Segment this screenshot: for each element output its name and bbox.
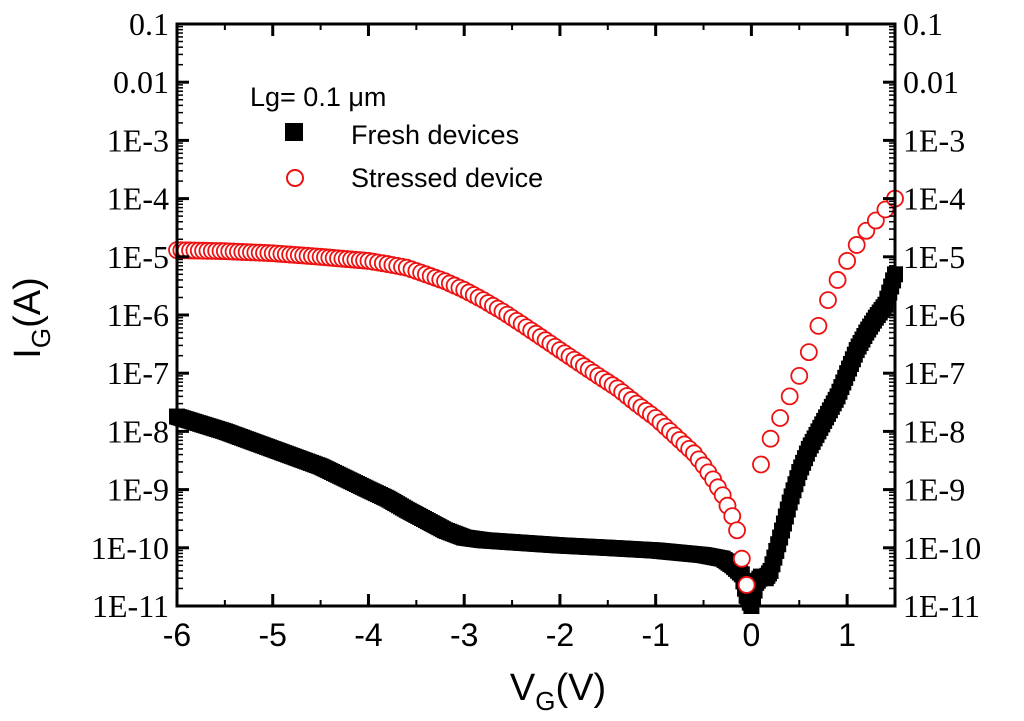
stressed-point xyxy=(790,366,809,385)
stressed-point xyxy=(737,576,756,594)
y-tick-label-left: 1E-4 xyxy=(107,181,169,217)
tick-labels-layer: -6 -5 -4 -3 -2 -1 0 1 0.1 0.1 0.01 0.01 1E-3 1E-3 1E-4… xyxy=(91,6,981,653)
x-axis-title-sub: G xyxy=(535,686,555,716)
x-tick-label: -3 xyxy=(450,617,478,653)
y-tick-label-right: 0.01 xyxy=(903,64,959,100)
y-tick-label-right: 1E-7 xyxy=(903,355,965,391)
legend-label-stressed: Stressed device xyxy=(351,163,543,193)
stressed-point xyxy=(847,236,866,254)
y-tick-label-right: 0.1 xyxy=(903,6,943,42)
series-layer xyxy=(168,189,904,614)
y-axis-title-main: I xyxy=(7,348,49,359)
stressed-point xyxy=(732,549,751,568)
series-fresh-devices xyxy=(169,266,903,614)
y-tick-label-left: 1E-7 xyxy=(107,355,169,391)
x-tick-label: -2 xyxy=(546,617,574,653)
y-tick-label-left: 1E-9 xyxy=(107,472,169,508)
stressed-point xyxy=(838,252,857,270)
y-axis-title-unit: (A) xyxy=(7,277,49,328)
legend-label-fresh: Fresh devices xyxy=(351,120,519,150)
x-tick-label: 0 xyxy=(743,617,761,653)
stressed-point xyxy=(819,291,837,310)
legend-title: Lg= 0.1 μm xyxy=(250,82,386,112)
stressed-point xyxy=(761,429,780,448)
y-tick-label-right: 1E-3 xyxy=(903,122,965,158)
y-tick-label-right: 1E-6 xyxy=(903,297,965,333)
stressed-point xyxy=(728,521,746,540)
series-stressed-device xyxy=(168,189,904,594)
y-tick-label-left: 0.01 xyxy=(113,64,169,100)
x-tick-label: -4 xyxy=(354,617,382,653)
stressed-point xyxy=(866,211,885,230)
y-tick-label-right: 1E-5 xyxy=(903,239,965,275)
legend-marker-stressed xyxy=(286,169,304,187)
x-axis-title: VG(V) xyxy=(510,667,606,716)
y-tick-label-right: 1E-10 xyxy=(903,530,981,566)
y-tick-label-right: 1E-9 xyxy=(903,472,965,508)
x-tick-label: 1 xyxy=(838,617,856,653)
stressed-point xyxy=(752,455,770,474)
y-axis-title: IG(A) xyxy=(7,277,56,358)
y-tick-label-right: 1E-8 xyxy=(903,413,965,449)
y-tick-label-left: 1E-6 xyxy=(107,297,169,333)
stressed-point xyxy=(771,409,790,427)
stressed-point xyxy=(799,343,818,362)
y-axis-title-sub: G xyxy=(26,328,56,348)
y-tick-label-left: 0.1 xyxy=(129,6,169,42)
y-tick-label-left: 1E-3 xyxy=(107,122,169,158)
legend: Lg= 0.1 μm Fresh devices Stressed device xyxy=(250,82,543,193)
x-axis-title-main: V xyxy=(510,667,536,709)
stressed-point xyxy=(809,316,828,335)
y-tick-label-right: 1E-11 xyxy=(903,588,980,624)
stressed-point xyxy=(828,271,847,289)
y-tick-label-right: 1E-4 xyxy=(903,181,965,217)
stressed-point xyxy=(780,387,799,406)
y-tick-label-left: 1E-5 xyxy=(107,239,169,275)
legend-marker-fresh xyxy=(285,123,303,141)
ticks-layer xyxy=(175,22,895,608)
x-tick-label: -6 xyxy=(163,617,191,653)
x-tick-label: -5 xyxy=(259,617,287,653)
x-axis-title-unit: (V) xyxy=(555,667,606,709)
y-tick-label-left: 1E-8 xyxy=(107,413,169,449)
y-tick-label-left: 1E-10 xyxy=(91,530,169,566)
y-tick-label-left: 1E-11 xyxy=(92,588,169,624)
x-tick-label: -1 xyxy=(641,617,669,653)
